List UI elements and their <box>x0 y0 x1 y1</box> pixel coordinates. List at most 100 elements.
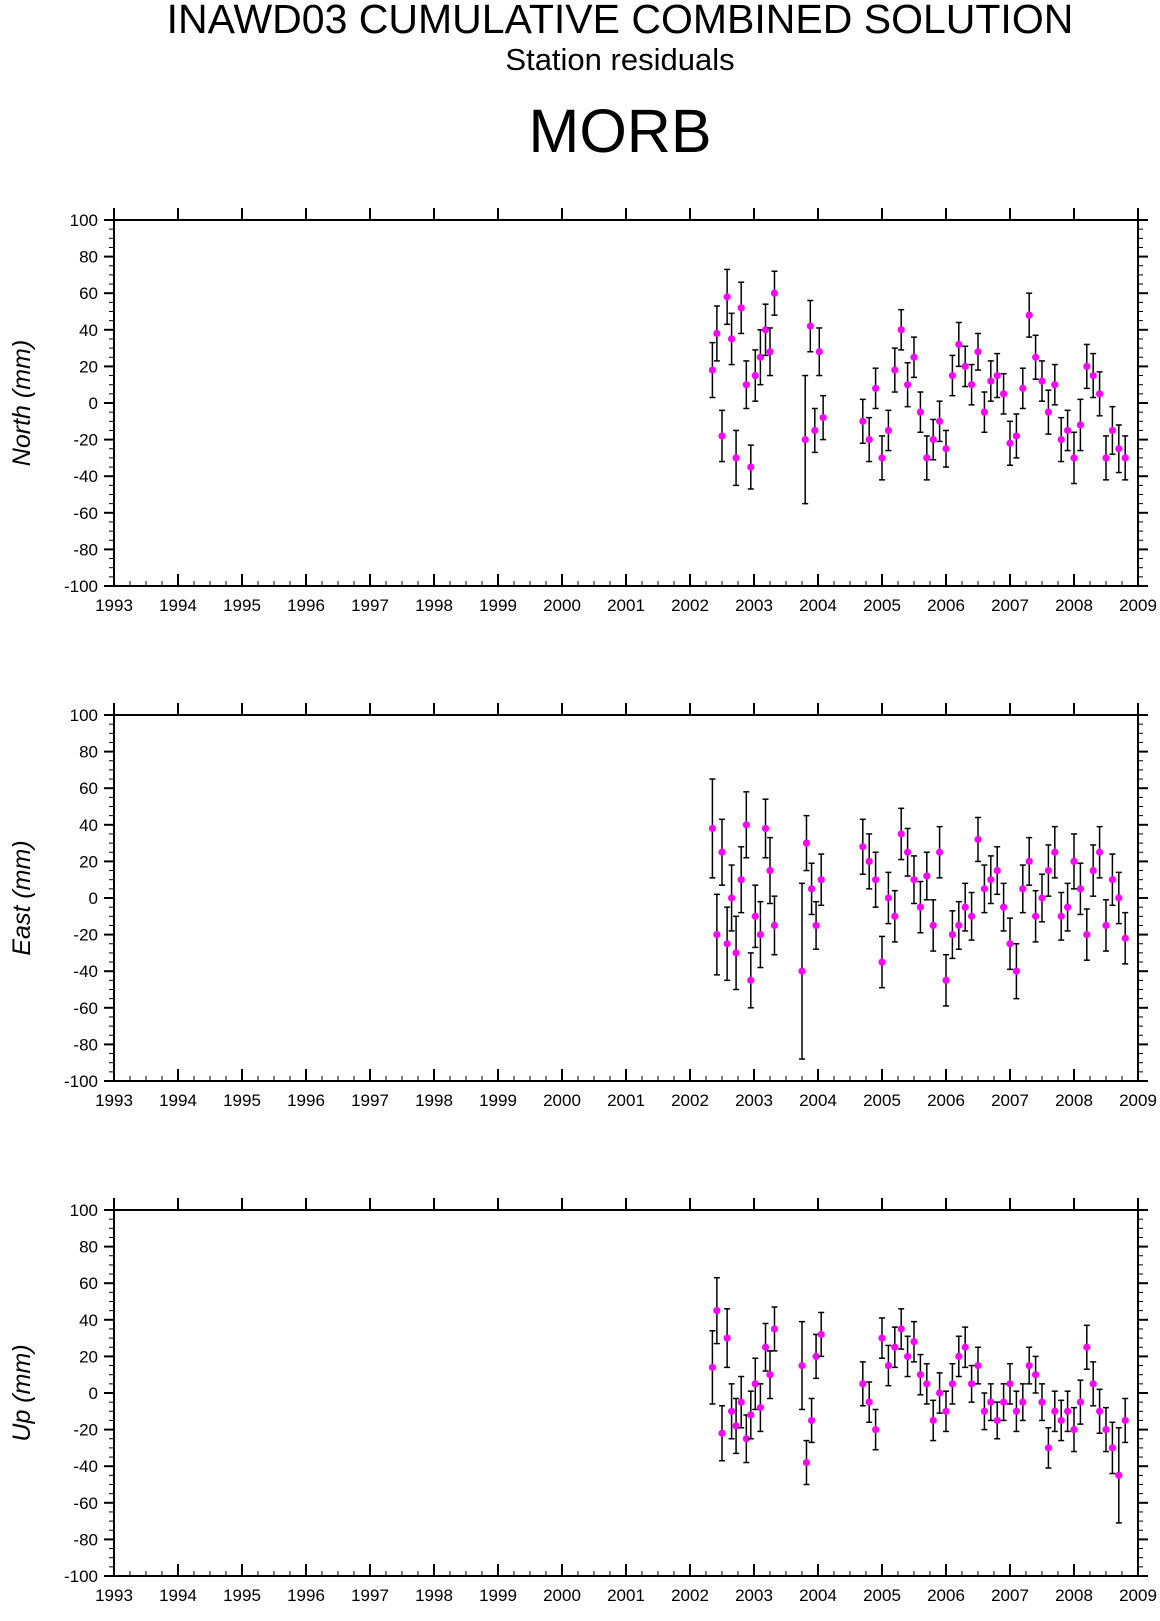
x-tick-label: 2003 <box>735 1091 773 1110</box>
data-point <box>987 876 995 884</box>
data-point <box>897 830 905 838</box>
data-point <box>942 1407 950 1415</box>
y-tick-label: -20 <box>73 1421 98 1440</box>
data-point <box>1051 1407 1059 1415</box>
y-tick-label: 100 <box>70 211 98 230</box>
x-tick-label: 1997 <box>351 1091 389 1110</box>
data-point <box>756 1404 765 1412</box>
data-point <box>1044 1444 1052 1452</box>
data-point <box>1115 1471 1123 1479</box>
data-point <box>859 1380 867 1388</box>
data-point <box>1032 912 1040 920</box>
y-tick-label: 60 <box>79 779 98 798</box>
x-tick-label: 2009 <box>1119 1586 1157 1605</box>
x-tick-label: 2001 <box>607 1586 645 1605</box>
y-tick-label: -40 <box>73 962 98 981</box>
data-point <box>1019 1398 1027 1406</box>
data-point <box>747 976 755 984</box>
data-point <box>923 454 931 462</box>
x-tick-label: 2008 <box>1055 596 1093 615</box>
data-point <box>713 1307 721 1315</box>
data-point <box>713 329 721 338</box>
data-point <box>747 463 755 471</box>
data-point <box>1089 1380 1097 1388</box>
data-point <box>742 821 750 829</box>
data-point <box>884 894 893 902</box>
y-tick-label: 0 <box>89 394 98 413</box>
x-tick-label: 2009 <box>1119 596 1157 615</box>
x-tick-label: 2008 <box>1055 1091 1093 1110</box>
data-point <box>1102 454 1110 462</box>
x-tick-label: 2000 <box>543 1091 581 1110</box>
data-point <box>865 857 873 866</box>
y-tick-label: 0 <box>89 889 98 908</box>
data-point <box>1108 1444 1116 1452</box>
data-point <box>1000 1398 1008 1406</box>
x-tick-label: 2004 <box>799 1091 837 1110</box>
data-point <box>968 912 976 920</box>
data-point <box>811 426 819 435</box>
data-point <box>980 1407 989 1415</box>
x-tick-label: 2003 <box>735 596 773 615</box>
data-point <box>819 414 827 422</box>
y-tick-label: -20 <box>73 926 98 945</box>
x-tick-label: 2001 <box>607 1091 645 1110</box>
y-tick-label: -100 <box>64 577 98 596</box>
data-point <box>904 848 912 856</box>
station-name: MORB <box>528 97 712 165</box>
data-point <box>737 304 745 312</box>
data-point <box>708 1363 717 1371</box>
x-tick-label: 1999 <box>479 1586 517 1605</box>
data-point <box>980 408 989 416</box>
data-point <box>756 931 765 939</box>
data-point <box>770 289 779 297</box>
data-point <box>1019 384 1027 392</box>
y-tick-label: -60 <box>73 1494 98 1513</box>
data-point <box>1012 432 1021 440</box>
data-point <box>708 366 717 374</box>
data-point <box>929 436 937 444</box>
data-point <box>1108 426 1116 435</box>
data-point <box>1083 1343 1091 1351</box>
data-point <box>961 903 969 911</box>
x-tick-label: 1993 <box>95 1586 133 1605</box>
data-point <box>1115 894 1123 902</box>
data-point <box>808 1416 816 1425</box>
data-point <box>865 436 873 444</box>
data-point <box>923 872 931 880</box>
data-point <box>891 912 899 920</box>
data-point <box>1000 903 1008 911</box>
y-tick-label: 100 <box>70 706 98 725</box>
data-point <box>1076 885 1084 893</box>
x-tick-label: 1994 <box>159 1091 197 1110</box>
x-tick-label: 1996 <box>287 1586 325 1605</box>
data-point <box>872 384 880 392</box>
data-point <box>1070 454 1078 462</box>
data-point <box>987 1398 995 1406</box>
data-point <box>929 921 937 930</box>
data-point <box>1006 1380 1014 1388</box>
data-point <box>955 1352 963 1360</box>
y-tick-label: 40 <box>79 1311 98 1330</box>
x-tick-label: 2007 <box>991 1091 1029 1110</box>
data-point <box>766 348 774 356</box>
data-point <box>878 454 886 462</box>
data-point <box>732 949 740 957</box>
x-tick-label: 1996 <box>287 596 325 615</box>
y-tick-label: -80 <box>73 1035 98 1054</box>
y-axis-label: East (mm) <box>8 840 36 955</box>
data-point <box>993 866 1001 875</box>
x-tick-label: 2002 <box>671 1091 709 1110</box>
data-point <box>751 1380 759 1388</box>
x-tick-label: 2003 <box>735 1586 773 1605</box>
y-tick-label: 0 <box>89 1384 98 1403</box>
data-point <box>815 348 823 356</box>
data-point <box>817 876 825 884</box>
data-point <box>770 921 779 930</box>
data-point <box>798 967 806 975</box>
data-point <box>1121 454 1129 462</box>
data-point <box>751 371 759 380</box>
data-point <box>756 353 765 361</box>
data-point <box>1096 1407 1104 1415</box>
